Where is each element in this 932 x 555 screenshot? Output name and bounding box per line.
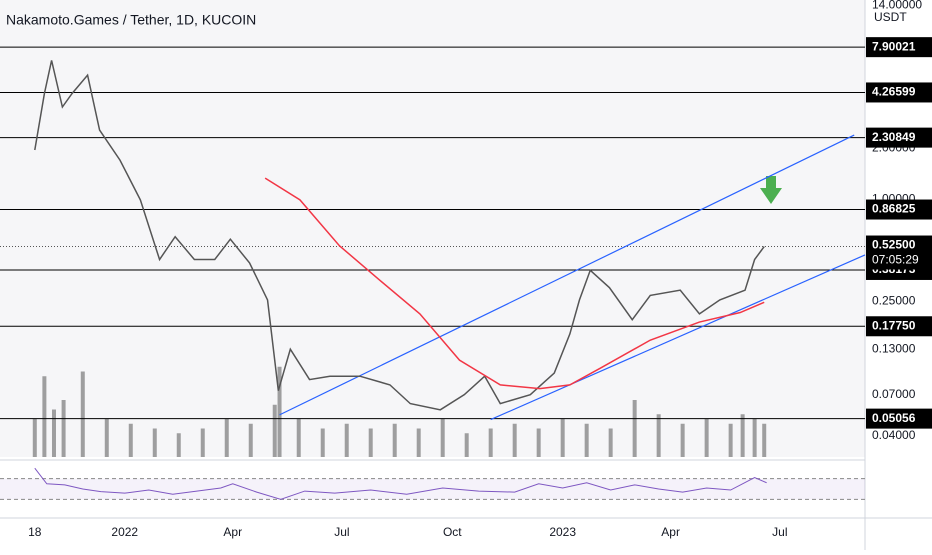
- volume-bar: [320, 428, 325, 457]
- volume-bar: [176, 433, 181, 457]
- volume-bar: [632, 400, 637, 457]
- volume-bar: [61, 400, 66, 457]
- volume-bar: [32, 419, 37, 457]
- countdown: 07:05:29: [872, 253, 919, 267]
- volume-bar: [296, 419, 301, 457]
- chart-title: Nakamoto.Games / Tether, 1D, KUCOIN: [6, 12, 256, 28]
- volume-bar: [104, 419, 109, 457]
- volume-bar: [368, 428, 373, 457]
- volume-bar: [464, 433, 469, 457]
- y-tick-label: 0.07000: [872, 387, 916, 401]
- level-label: 0.17750: [872, 318, 916, 332]
- volume-bar: [740, 414, 745, 457]
- level-label-box: [866, 82, 932, 103]
- x-tick-label: 18: [28, 525, 42, 539]
- volume-bar: [277, 366, 282, 457]
- x-tick-label: Oct: [443, 525, 462, 539]
- volume-bar: [680, 423, 685, 457]
- trendline: [490, 254, 866, 421]
- volume-bar: [392, 423, 397, 457]
- volume-bar: [248, 423, 253, 457]
- volume-bar: [42, 376, 47, 457]
- volume-bar: [488, 428, 493, 457]
- y-tick-label: 14.00000: [872, 0, 922, 11]
- x-tick-label: Apr: [661, 525, 680, 539]
- level-label-box: [866, 37, 932, 58]
- volume-bar: [440, 419, 445, 457]
- volume-bar: [80, 371, 85, 457]
- volume-bar: [608, 428, 613, 457]
- annotation-arrow: [760, 176, 782, 204]
- x-tick-label: Apr: [223, 525, 242, 539]
- rsi-band: [0, 478, 865, 500]
- last-price: 0.52500: [872, 238, 916, 252]
- price-line: [34, 60, 765, 411]
- volume-bar: [560, 419, 565, 457]
- volume-bar: [512, 423, 517, 457]
- level-label: 0.05056: [872, 411, 916, 425]
- volume-bar: [128, 423, 133, 457]
- rsi-line: [34, 467, 767, 500]
- volume-bar: [752, 419, 757, 457]
- last-price-box: [866, 235, 932, 270]
- y-tick-label: 0.04000: [872, 428, 916, 442]
- volume-bar: [344, 423, 349, 457]
- level-label: 2.30849: [872, 130, 916, 144]
- trendline: [279, 134, 855, 416]
- volume-bar: [536, 428, 541, 457]
- level-label-box: [866, 316, 932, 337]
- price-line: [264, 177, 765, 390]
- level-label-box: [866, 408, 932, 429]
- volume-bar: [152, 428, 157, 457]
- volume-bar: [704, 419, 709, 457]
- plot-bg: [0, 0, 865, 457]
- level-label: 0.86825: [872, 202, 916, 216]
- volume-bar: [224, 419, 229, 457]
- volume-bar: [200, 428, 205, 457]
- level-label: 7.90021: [872, 39, 916, 53]
- x-tick-label: 2023: [549, 525, 576, 539]
- volume-bar: [728, 423, 733, 457]
- x-tick-label: 2022: [111, 525, 138, 539]
- currency: USDT: [874, 10, 907, 24]
- volume-bar: [416, 428, 421, 457]
- y-tick-label: 0.25000: [872, 293, 916, 307]
- y-tick-label: 0.13000: [872, 341, 916, 355]
- level-label-box: [866, 199, 932, 220]
- level-label-box: [866, 127, 932, 148]
- volume-bar: [584, 423, 589, 457]
- x-tick-label: Jul: [334, 525, 349, 539]
- x-tick-label: Jul: [772, 525, 787, 539]
- volume-bar: [272, 404, 277, 457]
- level-label: 4.26599: [872, 85, 916, 99]
- volume-bar: [656, 414, 661, 457]
- volume-bar: [762, 423, 767, 457]
- volume-bar: [51, 409, 56, 457]
